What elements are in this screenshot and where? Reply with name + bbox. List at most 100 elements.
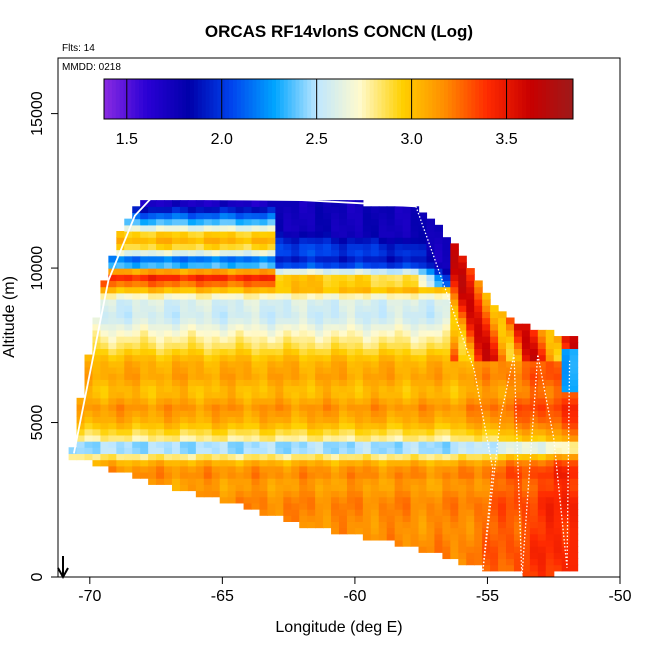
heatmap-cell xyxy=(275,509,284,516)
heatmap-cell xyxy=(474,422,483,430)
heatmap-cell xyxy=(537,552,547,560)
heatmap-cell xyxy=(307,484,316,492)
heatmap-cell xyxy=(100,441,109,448)
heatmap-cell xyxy=(529,521,539,529)
heatmap-cell xyxy=(331,434,340,442)
heatmap-cell xyxy=(490,416,499,424)
heatmap-cell xyxy=(506,428,515,436)
heatmap-cell xyxy=(299,231,308,238)
heatmap-cell xyxy=(195,471,205,479)
heatmap-cell xyxy=(211,231,221,238)
heatmap-cell xyxy=(394,441,404,448)
heatmap-cell xyxy=(370,484,380,492)
heatmap-cell xyxy=(434,305,443,312)
heatmap-cell xyxy=(426,533,436,541)
heatmap-cell xyxy=(251,385,261,393)
heatmap-cell xyxy=(426,317,436,325)
heatmap-cell xyxy=(474,366,483,374)
heatmap-cell xyxy=(179,391,189,399)
heatmap-cell xyxy=(267,360,276,368)
heatmap-cell xyxy=(362,231,372,238)
heatmap-cell xyxy=(251,490,261,498)
heatmap-cell xyxy=(370,268,380,275)
heatmap-cell xyxy=(187,255,197,263)
heatmap-cell xyxy=(386,311,396,319)
heatmap-cell xyxy=(323,484,332,492)
heatmap-cell xyxy=(529,422,539,430)
heatmap-cell xyxy=(545,558,555,566)
heatmap-cell xyxy=(140,447,149,455)
heatmap-cell xyxy=(386,422,396,430)
colorbar-segment xyxy=(154,79,160,119)
heatmap-cell xyxy=(442,441,451,448)
heatmap-cell xyxy=(569,465,579,473)
heatmap-cell xyxy=(219,496,229,504)
heatmap-cell xyxy=(370,478,380,485)
heatmap-cell xyxy=(553,558,563,566)
heatmap-cell xyxy=(370,496,380,504)
heatmap-cell xyxy=(410,373,420,380)
heatmap-cell xyxy=(156,206,165,214)
heatmap-cell xyxy=(179,428,189,436)
heatmap-cell xyxy=(275,286,284,294)
heatmap-cell xyxy=(124,336,133,343)
heatmap-cell xyxy=(529,410,539,417)
heatmap-cell xyxy=(243,366,253,374)
heatmap-cell xyxy=(466,490,475,498)
colorbar-segment xyxy=(107,79,113,119)
heatmap-cell xyxy=(283,292,292,300)
heatmap-cell xyxy=(339,459,348,467)
heatmap-cell xyxy=(331,336,340,343)
heatmap-cell xyxy=(299,268,308,275)
heatmap-cell xyxy=(307,268,316,275)
heatmap-cell xyxy=(259,261,269,269)
heatmap-cell xyxy=(498,552,507,560)
heatmap-cell xyxy=(490,323,499,331)
heatmap-cell xyxy=(92,323,102,331)
heatmap-cell xyxy=(402,509,412,516)
heatmap-cell xyxy=(148,422,157,430)
heatmap-cell xyxy=(466,348,475,356)
heatmap-cell xyxy=(370,515,380,522)
heatmap-cell xyxy=(370,441,380,448)
heatmap-cell xyxy=(545,397,555,405)
heatmap-cell xyxy=(179,373,189,380)
heatmap-cell xyxy=(259,317,269,325)
heatmap-cell xyxy=(140,298,149,306)
heatmap-cell xyxy=(410,224,420,232)
heatmap-cell xyxy=(537,447,547,455)
heatmap-cell xyxy=(482,484,491,492)
heatmap-cell xyxy=(195,212,205,220)
heatmap-cell xyxy=(275,243,284,251)
heatmap-cell xyxy=(442,471,451,479)
heatmap-cell xyxy=(569,459,579,467)
heatmap-cell xyxy=(569,354,579,362)
heatmap-cell xyxy=(275,206,284,214)
heatmap-cell xyxy=(195,218,205,226)
heatmap-cell xyxy=(156,471,165,479)
heatmap-cell xyxy=(156,292,165,300)
heatmap-cell xyxy=(283,496,292,504)
heatmap-cell xyxy=(426,342,436,349)
heatmap-cell xyxy=(195,311,205,319)
heatmap-cell xyxy=(323,329,332,337)
heatmap-cell xyxy=(394,292,404,300)
heatmap-cell xyxy=(84,404,94,411)
heatmap-cell xyxy=(164,397,173,405)
heatmap-cell xyxy=(498,360,507,368)
heatmap-cell xyxy=(498,348,507,356)
heatmap-cell xyxy=(235,292,245,300)
heatmap-cell xyxy=(545,490,555,498)
heatmap-cell xyxy=(291,280,300,288)
heatmap-cell xyxy=(450,329,459,337)
heatmap-cell xyxy=(132,336,141,343)
heatmap-cell xyxy=(92,441,102,448)
heatmap-cell xyxy=(513,490,523,498)
heatmap-cell xyxy=(370,298,380,306)
heatmap-cell xyxy=(346,428,356,436)
heatmap-cell xyxy=(331,268,340,275)
heatmap-cell xyxy=(553,478,563,485)
heatmap-cell xyxy=(179,298,189,306)
heatmap-cell xyxy=(474,527,483,535)
heatmap-cell xyxy=(267,200,276,207)
